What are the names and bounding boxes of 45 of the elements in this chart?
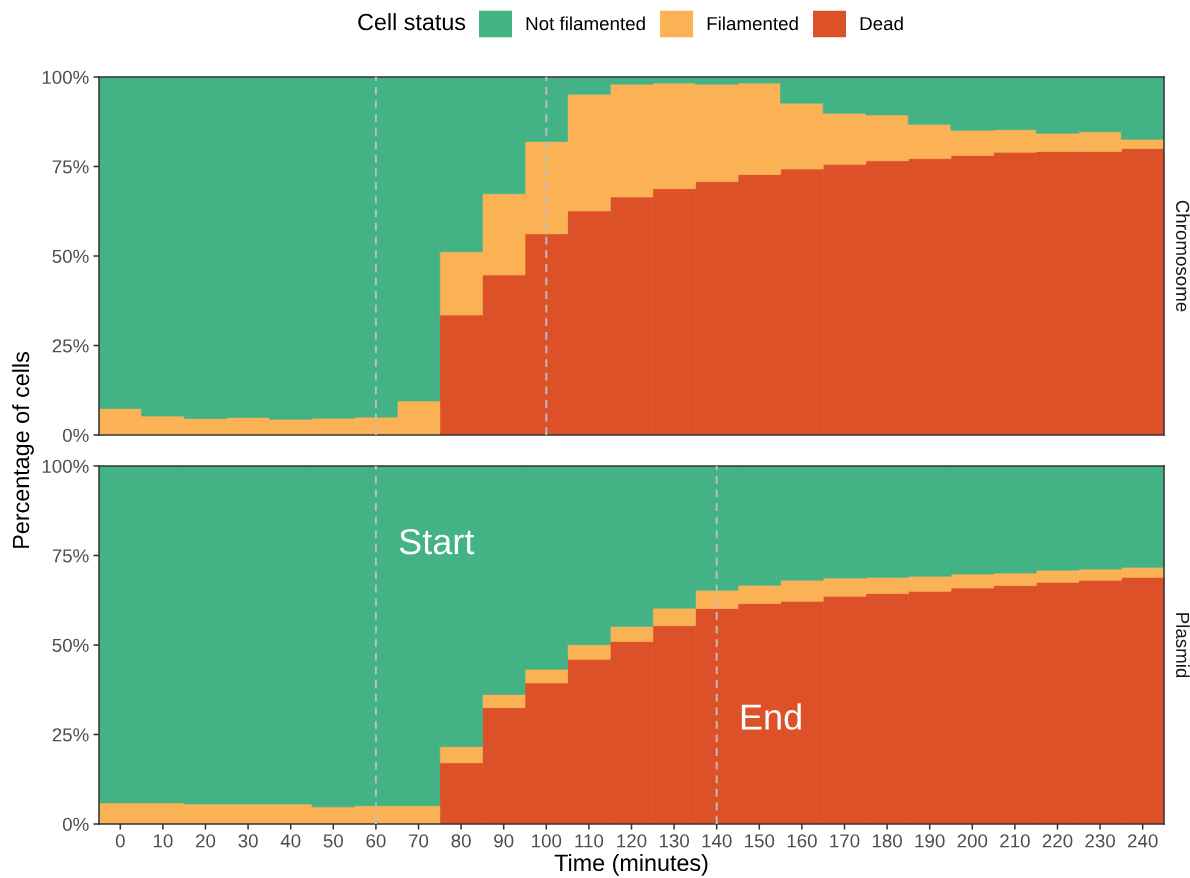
x-tick-label: 120: [617, 834, 647, 848]
x-tick-label: 50: [323, 834, 343, 848]
annotation: End: [741, 703, 801, 730]
x-tick-label: 170: [830, 834, 860, 848]
x-tick-label: 210: [1000, 834, 1030, 848]
x-tick-label: 40: [280, 834, 301, 848]
x-tick-label: 80: [451, 834, 471, 848]
x-tick-label: 60: [366, 834, 386, 848]
x-tick-label: 30: [238, 834, 258, 848]
y-tick-label: 100%: [42, 70, 89, 84]
x-tick-label: 70: [409, 834, 429, 848]
x-tick-label: 230: [1085, 834, 1116, 848]
y-tick-label: 50%: [52, 249, 89, 263]
y-tick-label: 75%: [52, 549, 89, 563]
text: Chromosome: [1175, 200, 1190, 312]
annotation: Start: [399, 528, 475, 555]
legend-title: Cell status: [358, 13, 466, 31]
y-tick-label: 0%: [62, 428, 89, 442]
x-tick-label: 130: [659, 834, 690, 848]
y-axis-title: Percentage of cells: [12, 352, 34, 548]
x-tick-label: 220: [1042, 834, 1073, 848]
text: Plasmid: [1175, 613, 1190, 678]
x-tick-label: 240: [1128, 834, 1158, 848]
x-tick-label: 20: [196, 834, 216, 848]
x-tick-label: 100: [532, 834, 562, 848]
x-tick-label: 10: [153, 834, 173, 848]
x-tick-label: 190: [915, 834, 945, 848]
x-tick-label: 160: [787, 834, 817, 848]
x-tick-label: 110: [575, 834, 604, 848]
legend-label: Not filamented: [526, 16, 645, 31]
y-tick-label: 25%: [52, 728, 89, 742]
x-tick-label: 0: [115, 834, 125, 848]
legend-label: Dead: [860, 16, 903, 31]
x-axis-title: Time (minutes): [554, 853, 708, 876]
x-tick-label: 150: [745, 834, 775, 848]
x-tick-label: 200: [957, 834, 988, 848]
x-tick-label: 140: [702, 834, 732, 848]
y-tick-label: 50%: [52, 638, 89, 652]
y-tick-label: 100%: [42, 459, 89, 473]
legend-label: Filamented: [707, 16, 798, 31]
y-tick-label: 25%: [52, 339, 89, 353]
x-tick-label: 180: [872, 834, 903, 848]
y-tick-label: 0%: [62, 817, 89, 831]
x-tick-label: 90: [494, 834, 514, 848]
y-tick-label: 75%: [52, 160, 89, 174]
